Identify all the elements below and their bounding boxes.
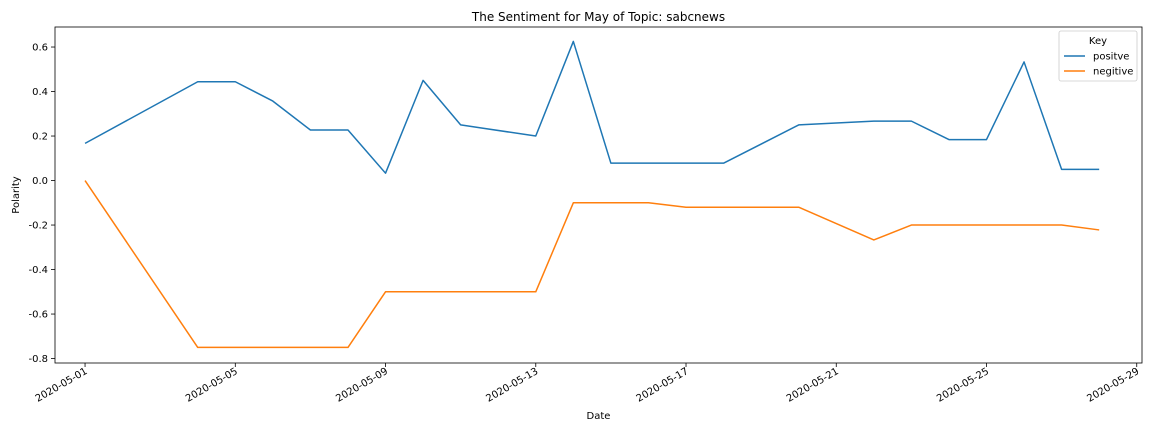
y-tick-label: -0.4	[28, 265, 48, 276]
plot-area	[54, 26, 1143, 364]
legend-title: Key	[1089, 36, 1107, 47]
series-line-negitive	[84, 180, 1100, 349]
series-line-positve	[84, 40, 1100, 174]
y-tick-label: -0.8	[28, 354, 48, 365]
y-tick-label: 0.6	[32, 43, 48, 54]
y-tick-label: 0.2	[32, 132, 48, 143]
y-tick-label: -0.6	[28, 310, 48, 321]
x-tick-label: 2020-05-21	[785, 366, 841, 405]
x-tick-label: 2020-05-25	[935, 366, 991, 405]
legend-label: negitive	[1093, 67, 1133, 78]
x-tick-label: 2020-05-29	[1085, 366, 1141, 405]
y-tick-label: -0.2	[28, 221, 48, 232]
x-tick-label: 2020-05-13	[484, 366, 540, 405]
y-axis-title: Polarity	[11, 176, 22, 214]
legend: Key positve negitive	[1058, 30, 1138, 82]
x-tick-label: 2020-05-17	[635, 366, 691, 405]
series-lines	[84, 40, 1100, 349]
legend-label: positve	[1093, 52, 1129, 63]
x-tick-label: 2020-05-05	[184, 366, 240, 405]
y-tick-label: 0.4	[32, 87, 48, 98]
x-tick-label: 2020-05-09	[334, 366, 390, 405]
chart-title: The Sentiment for May of Topic: sabcnews	[471, 10, 725, 24]
legend-box	[1058, 30, 1138, 82]
x-tick-label: 2020-05-01	[34, 366, 90, 405]
x-axis: 2020-05-01 2020-05-05 2020-05-09 2020-05-13…	[34, 363, 1141, 405]
y-tick-label: 0.0	[32, 176, 48, 187]
x-axis-title: Date	[587, 411, 611, 422]
y-axis: 0.6 0.4 0.2 0.0 -0.2 -0.4 -0.6 -0.8	[28, 43, 55, 365]
